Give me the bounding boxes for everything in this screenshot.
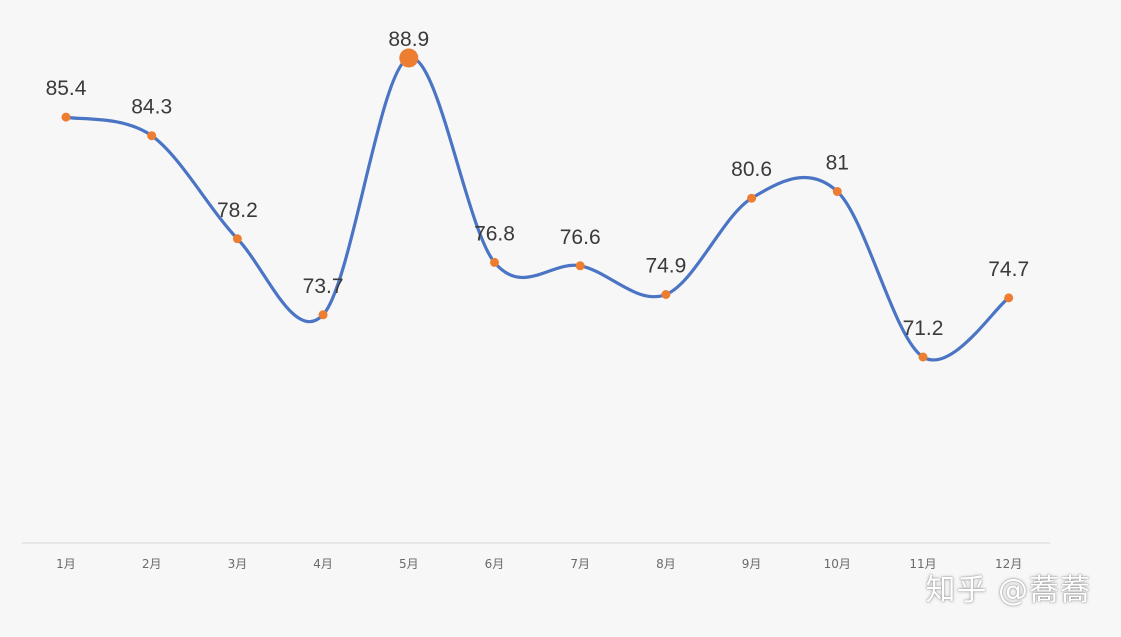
data-point-12 (1004, 293, 1014, 303)
data-label-3: 78.2 (217, 199, 258, 222)
x-tick-label-6: 6月 (485, 557, 505, 571)
data-point-5 (399, 48, 419, 68)
data-label-6: 76.8 (474, 222, 515, 245)
data-point-8 (661, 289, 671, 299)
data-label-7: 76.6 (560, 226, 601, 249)
x-tick-label-7: 7月 (570, 557, 590, 571)
x-tick-label-5: 5月 (399, 557, 419, 571)
data-label-11: 71.2 (903, 317, 944, 340)
x-tick-label-9: 9月 (742, 557, 762, 571)
x-tick-label-11: 11月 (909, 557, 936, 571)
data-point-11 (918, 352, 928, 362)
data-markers (61, 48, 1014, 362)
data-label-10: 81 (826, 151, 849, 174)
data-labels: 85.4 84.3 78.2 73.7 88.9 76.8 76.6 74.9 80.6 81 71… (46, 28, 1030, 340)
data-label-12: 74.7 (988, 258, 1029, 281)
data-point-4 (318, 310, 328, 320)
x-tick-label-12: 12月 (995, 557, 1022, 571)
data-label-2: 84.3 (131, 96, 172, 119)
data-point-6 (490, 257, 499, 267)
x-tick-label-4: 4月 (313, 557, 333, 571)
data-point-1 (61, 112, 71, 122)
series-line (64, 56, 1011, 362)
x-tick-label-3: 3月 (228, 557, 248, 571)
data-label-5: 88.9 (388, 28, 429, 51)
data-label-8: 74.9 (645, 254, 686, 277)
data-point-9 (747, 193, 757, 203)
data-label-9: 80.6 (731, 158, 772, 181)
data-point-3 (232, 234, 242, 244)
x-tick-label-8: 8月 (656, 557, 676, 571)
watermark: 知乎 @蕎蕎 (925, 573, 1091, 608)
x-tick-label-2: 2月 (142, 557, 162, 571)
data-point-2 (147, 131, 157, 141)
x-tick-label-10: 10月 (824, 557, 851, 571)
data-label-4: 73.7 (303, 275, 344, 298)
data-point-10 (832, 186, 842, 196)
x-tick-labels: 1月 2月 3月 4月 5月 6月 7月 8月 9月 10月 11月 12月 (56, 557, 1022, 571)
x-tick-label-1: 1月 (56, 557, 76, 571)
data-point-7 (575, 261, 585, 271)
data-label-1: 85.4 (46, 77, 87, 100)
